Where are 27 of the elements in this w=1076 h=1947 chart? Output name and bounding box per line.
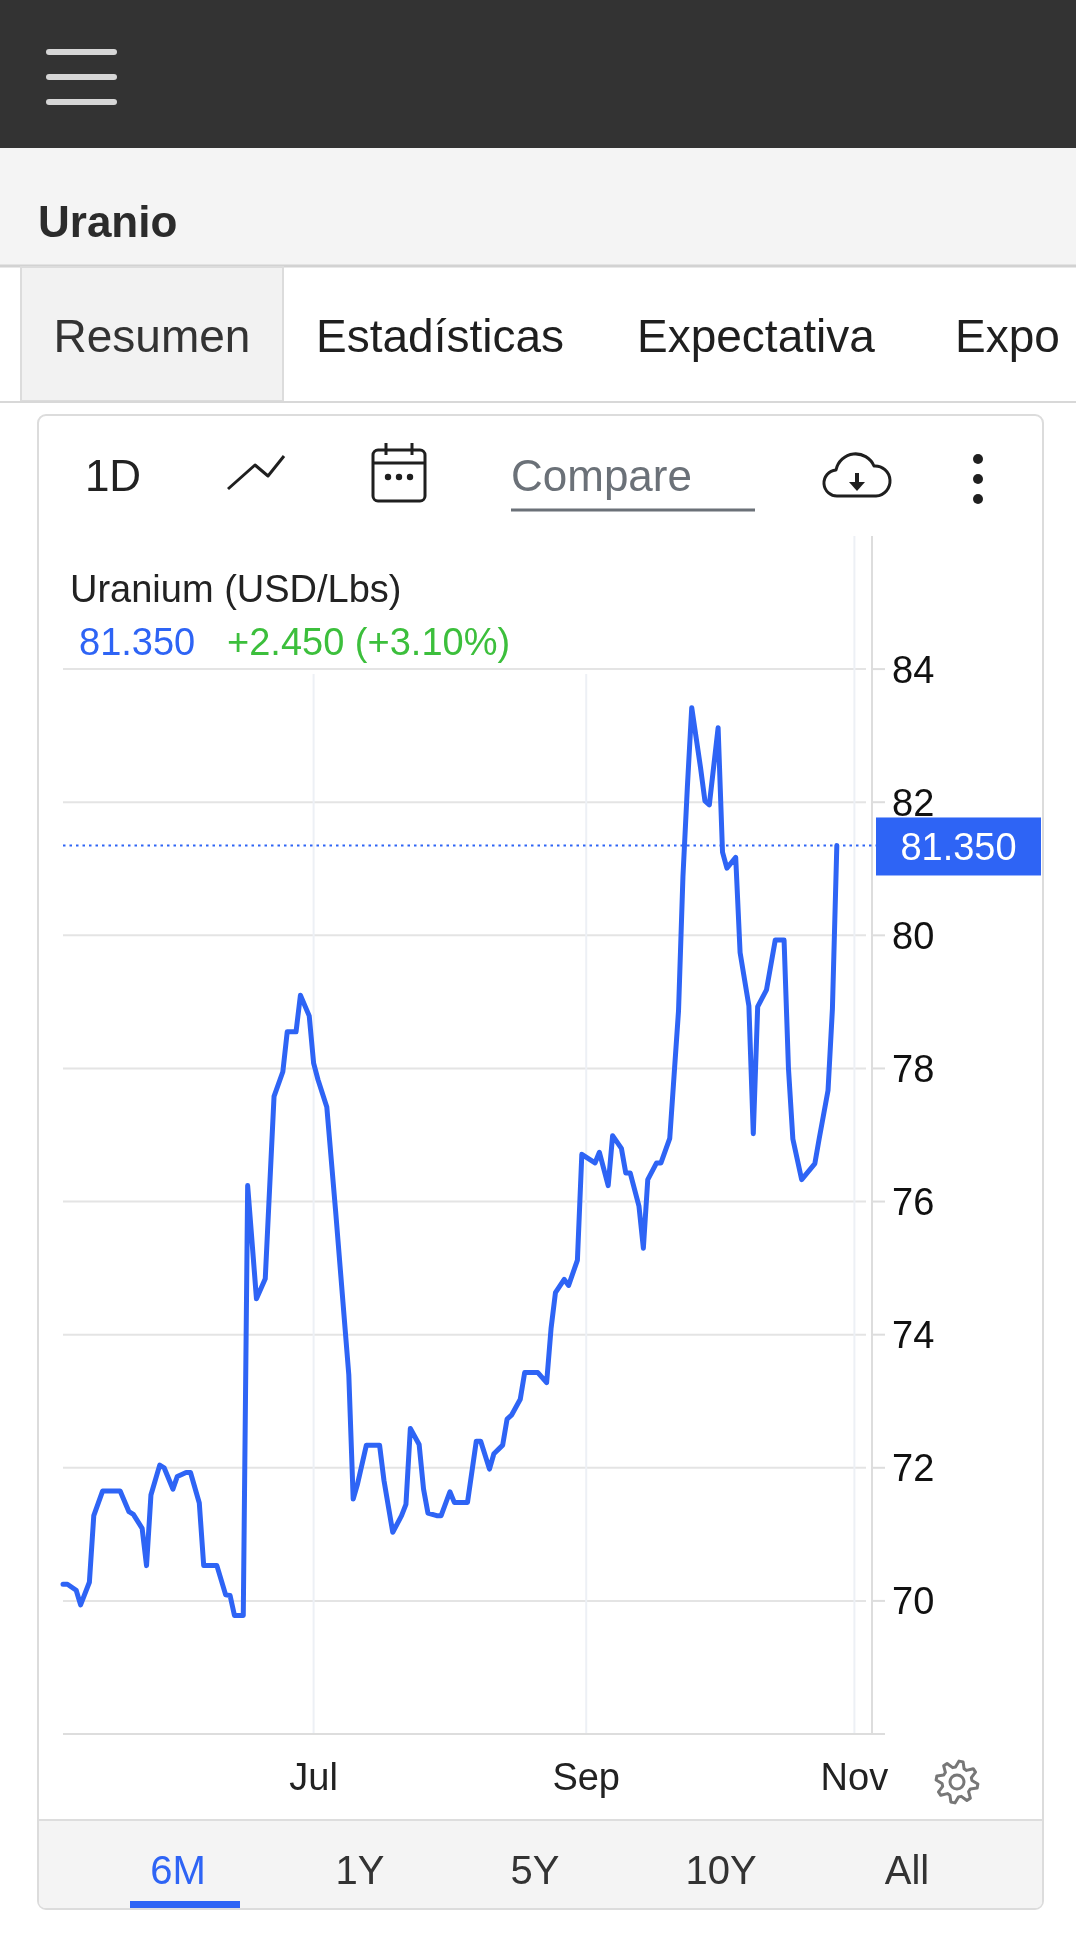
chart-title: Uranio — [38, 197, 178, 246]
x-tick-label: Sep — [552, 1756, 621, 1798]
text: 6M — [150, 1848, 206, 1892]
text: All — [884, 1848, 930, 1892]
y-tick-label: 76 — [892, 1181, 935, 1224]
text: Compare — [511, 451, 692, 500]
text: 1D — [84, 451, 142, 500]
annotation: 81.350 — [79, 621, 196, 663]
text: Expectativa — [637, 310, 876, 362]
x-tick-label: Nov — [820, 1756, 889, 1798]
y-tick-label: 70 — [892, 1580, 935, 1623]
x-tick-label: Jul — [289, 1756, 338, 1798]
text: 5Y — [510, 1848, 560, 1892]
text: 10Y — [685, 1848, 757, 1892]
y-tick-label: 82 — [892, 781, 935, 824]
annotation: +2.450 (+3.10%) — [227, 621, 511, 663]
ref-line-label: 81.350 — [900, 825, 1017, 868]
y-tick-label: 84 — [892, 648, 935, 691]
text: 1Y — [335, 1848, 385, 1892]
y-tick-label: 72 — [892, 1447, 935, 1490]
y-tick-label: 74 — [892, 1314, 935, 1357]
text: Resumen — [53, 310, 251, 362]
text: Uranium (USD/Lbs) — [70, 568, 402, 610]
y-tick-label: 80 — [892, 914, 935, 957]
text: Expo — [955, 310, 1060, 362]
text: Estadísticas — [316, 310, 564, 362]
y-tick-label: 78 — [892, 1047, 935, 1090]
